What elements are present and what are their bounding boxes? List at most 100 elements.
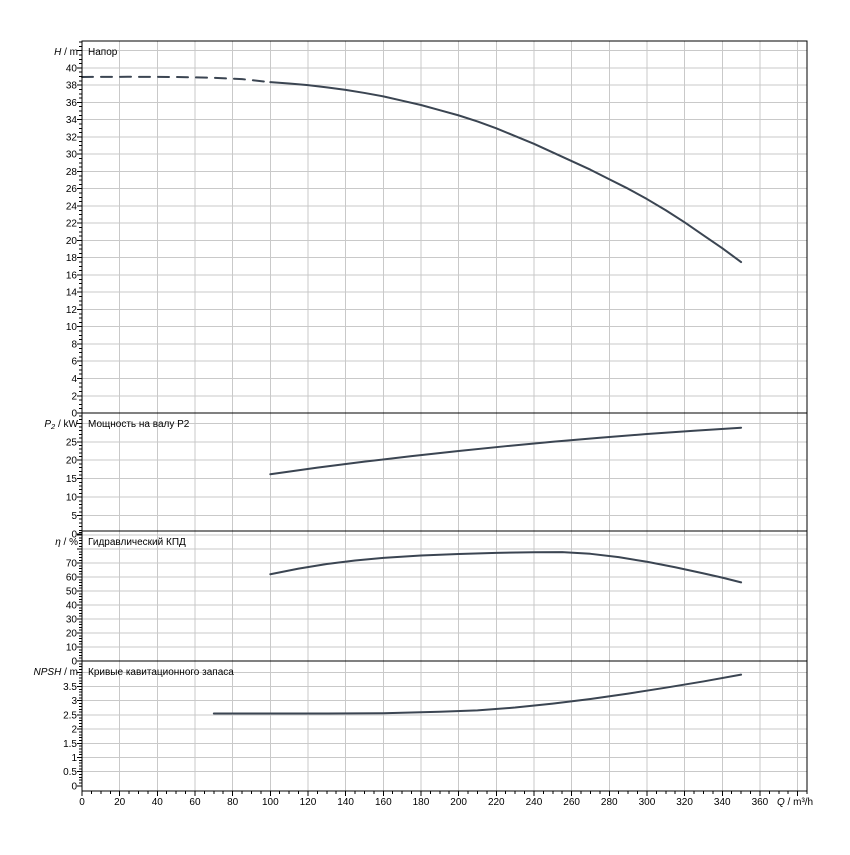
y-tick-label: 2 [71,725,77,736]
x-tick-label: 280 [601,797,618,808]
x-gridlines [119,661,799,791]
x-tick-label: 320 [676,797,693,808]
y-tick-label: 34 [66,115,78,126]
y-tick-label: 24 [66,201,78,212]
y-tick-label: 10 [66,322,78,333]
y-tick-label: 1.5 [63,739,77,750]
y-tick-label: 2 [71,391,77,402]
y-tick-label: 3 [71,696,77,707]
x-axis: 0 20 40 60 80 100 120 140 160 180 200 220 240 260 280 3… [79,791,813,808]
y-tick-label: 10 [66,643,78,654]
y-tick-label: 36 [66,98,78,109]
y-tick-label: 20 [66,629,78,640]
x-tick-label: 260 [563,797,580,808]
y-tick-label: 70 [66,559,78,570]
y-axis-unit-label: NPSH / m [34,667,78,678]
y-tick-label: 26 [66,184,78,195]
y-tick-label: 1 [71,753,77,764]
npsh-curve [212,673,743,715]
y-tick-label: 0.5 [63,767,77,778]
panel-efficiency: 0 10 20 30 40 50 60 70 η / % Гидравлический КПД [55,530,808,668]
y-tick-label: 22 [66,219,78,230]
panel-title-efficiency: Гидравлический КПД [88,537,186,548]
x-tick-label: 300 [639,797,656,808]
y-gridlines [82,50,807,397]
y-tick-label: 4 [71,374,77,385]
panel-title-head: Напор [88,47,118,58]
y-axis-unit: / % [61,537,78,548]
y-tick-label: 10 [66,493,78,504]
x-tick-label: 140 [337,797,354,808]
y-tick-label: 38 [66,81,78,92]
y-tick-label: 2.5 [63,710,77,721]
y-tick-label: 14 [66,288,78,299]
y-tick-labels: 0 10 20 30 40 50 60 70 [66,559,78,668]
x-axis-unit: / m³/h [785,797,813,808]
x-gridlines [119,413,799,531]
x-tick-label: 100 [262,797,279,808]
y-tick-label: 28 [66,167,78,178]
efficiency-curve [269,551,743,584]
panel-title-shaft-power: Мощность на валу P2 [88,419,190,430]
y-axis-unit-label: H / m [54,47,78,58]
y-axis-symbol: P [44,419,51,430]
y-axis-unit-label: η / % [55,537,78,548]
y-tick-label: 0 [71,657,77,668]
y-tick-label: 60 [66,573,78,584]
x-tick-label: 160 [375,797,392,808]
x-gridlines [119,41,799,413]
x-tick-label: 200 [450,797,467,808]
panel-border [81,40,808,414]
y-tick-label: 0 [71,781,77,792]
x-axis-unit-label: Q / m³/h [777,797,813,808]
y-tick-label: 25 [66,437,78,448]
y-tick-label: 30 [66,615,78,626]
x-tick-label: 220 [488,797,505,808]
y-tick-label: 16 [66,270,78,281]
y-ticks [77,660,82,787]
y-tick-label: 8 [71,339,77,350]
x-tick-label: 120 [300,797,317,808]
y-tick-label: 15 [66,474,78,485]
x-gridlines [119,531,799,661]
head-curve-extrapolated [81,75,272,84]
y-tick-label: 20 [66,236,78,247]
y-gridlines [82,534,807,648]
y-tick-label: 20 [66,456,78,467]
y-ticks [77,531,82,662]
y-axis-unit: / m [61,667,78,678]
x-tick-label: 340 [714,797,731,808]
y-tick-label: 30 [66,150,78,161]
x-tick-label: 0 [79,797,85,808]
y-axis-symbol: H [54,47,62,58]
panel-border [81,530,808,662]
y-tick-label: 5 [71,511,77,522]
y-tick-label: 32 [66,132,78,143]
y-tick-labels: 0 0.5 1 1.5 2 2.5 3 3.5 [63,682,77,792]
y-tick-labels: 0 5 10 15 20 25 [66,437,78,540]
y-tick-label: 40 [66,601,78,612]
y-tick-label: 3.5 [63,682,77,693]
y-tick-label: 12 [66,305,78,316]
y-axis-unit: / kW [55,419,78,430]
x-tick-label: 180 [413,797,430,808]
y-tick-label: 0 [71,529,77,540]
y-axis-symbol: NPSH [34,667,63,678]
x-tick-label: 20 [114,797,126,808]
x-tick-label: 240 [526,797,543,808]
y-tick-label: 6 [71,357,77,368]
y-tick-label: 0 [71,409,77,420]
y-tick-label: 40 [66,63,78,74]
y-axis-symbol: η [55,537,61,548]
panel-title-npsh: Кривые кавитационного запаса [88,667,234,678]
y-gridlines [82,671,807,773]
y-axis-unit: / m [61,47,78,58]
x-axis-symbol: Q [777,797,785,808]
x-tick-label: 60 [189,797,201,808]
y-ticks [77,415,82,535]
